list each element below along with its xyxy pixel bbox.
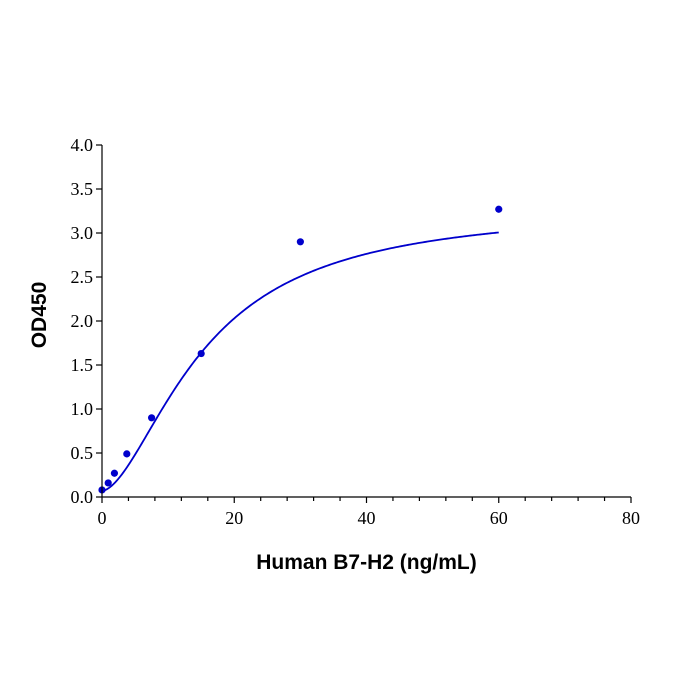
data-points (98, 205, 503, 494)
plot-area (98, 205, 503, 494)
data-point (147, 414, 156, 422)
y-tick-label: 2.5 (71, 267, 94, 287)
x-tick-label: 60 (490, 508, 508, 528)
data-point (197, 349, 205, 358)
fit-curve (101, 231, 499, 492)
y-tick-label: 3.0 (71, 223, 94, 243)
x-tick-label: 80 (622, 508, 640, 528)
y-tick-label: 3.5 (71, 179, 94, 199)
x-axis-title: Human B7-H2 (ng/mL) (256, 551, 477, 574)
data-point (495, 205, 503, 213)
y-axis-title: OD450 (28, 282, 51, 349)
y-tick-label: 1.0 (71, 399, 94, 419)
y-tick-label: 4.0 (71, 135, 94, 155)
x-tick-label: 20 (225, 508, 243, 528)
data-point (123, 450, 131, 458)
y-axis-ticks: 0.0 0.5 1.0 1.5 2.0 2.5 3.0 3.5 4.0 (71, 135, 102, 507)
y-tick-label: 0.0 (71, 487, 94, 507)
y-tick-label: 2.0 (71, 311, 94, 331)
x-axis-ticks: 0 20 40 60 80 (98, 497, 640, 528)
x-tick-label: 40 (358, 508, 376, 528)
data-point (104, 479, 112, 487)
y-tick-label: 0.5 (71, 443, 94, 463)
x-tick-label: 0 (98, 508, 107, 528)
y-tick-label: 1.5 (71, 355, 94, 375)
data-point (110, 469, 119, 477)
data-point (296, 238, 304, 246)
